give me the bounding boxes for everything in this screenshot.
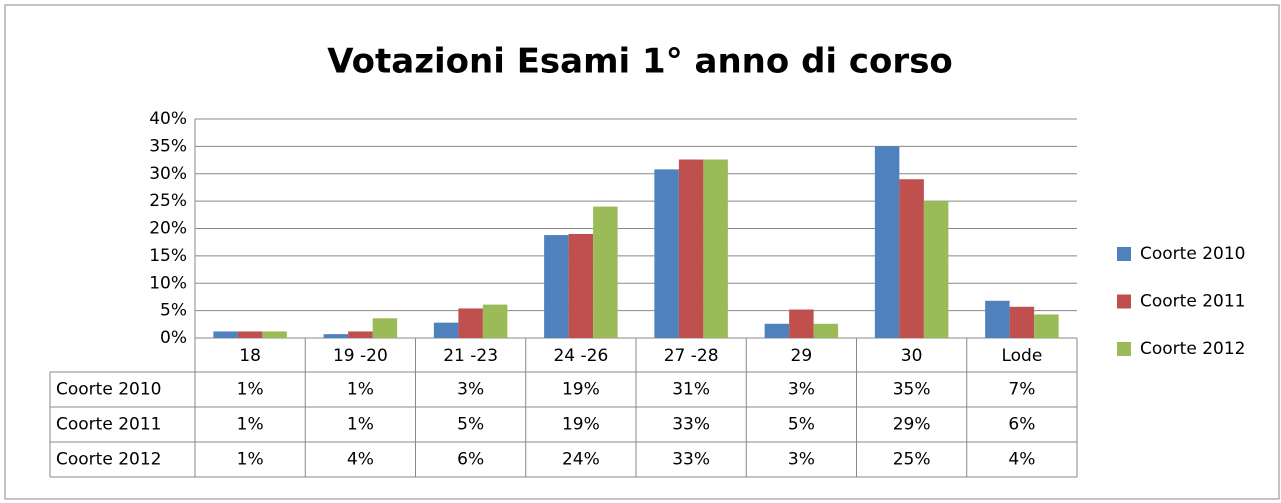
bar — [544, 235, 569, 338]
bar — [764, 323, 790, 338]
x-tick-label: 24 -26 — [553, 346, 608, 366]
bar — [593, 206, 618, 338]
table-cell: 1% — [347, 380, 374, 400]
table-cell: 1% — [237, 380, 264, 400]
table-cell: 35% — [893, 380, 931, 400]
bar — [323, 334, 349, 338]
y-tick-label: 15% — [149, 246, 187, 266]
table-cell: 31% — [672, 380, 710, 400]
y-tick-label: 10% — [149, 273, 187, 293]
table-cell: 3% — [788, 380, 815, 400]
y-tick-label: 30% — [149, 164, 187, 184]
table-cell: 19% — [562, 415, 600, 435]
legend-label: Coorte 2011 — [1140, 292, 1245, 312]
bar — [568, 233, 594, 338]
x-tick-label: 27 -28 — [664, 346, 719, 366]
table-cell: 5% — [788, 415, 815, 435]
bar — [703, 159, 728, 338]
bar — [813, 323, 839, 338]
bar — [262, 331, 287, 338]
chart-border — [4, 4, 1280, 500]
bar — [237, 331, 263, 338]
bar — [985, 300, 1010, 338]
bar — [874, 146, 900, 338]
table-cell: 5% — [457, 415, 484, 435]
table-cell: 4% — [1008, 450, 1035, 470]
table-cell: 1% — [347, 415, 374, 435]
x-tick-label: 19 -20 — [333, 346, 388, 366]
bar — [923, 201, 949, 338]
legend-label: Coorte 2010 — [1140, 244, 1245, 264]
table-cell: 3% — [788, 450, 815, 470]
table-cell: 6% — [1008, 415, 1035, 435]
table-cell: 29% — [893, 415, 931, 435]
legend-swatch — [1117, 247, 1131, 261]
table-row-header: Coorte 2010 — [56, 380, 161, 400]
x-tick-label: 30 — [901, 346, 923, 366]
table-cell: 1% — [237, 415, 264, 435]
y-tick-label: 0% — [160, 328, 187, 348]
table-cell: 24% — [562, 450, 600, 470]
bar — [482, 304, 508, 338]
x-tick-label: 18 — [239, 346, 261, 366]
bar — [654, 169, 679, 338]
table-cell: 25% — [893, 450, 931, 470]
table-row-header: Coorte 2012 — [56, 450, 161, 470]
legend-label: Coorte 2012 — [1140, 339, 1245, 359]
table-cell: 33% — [672, 415, 710, 435]
x-tick-label: Lode — [1001, 346, 1042, 366]
table-cell: 6% — [457, 450, 484, 470]
y-tick-label: 20% — [149, 219, 187, 239]
bar — [789, 309, 814, 338]
chart-title: Votazioni Esami 1° anno di corso — [327, 42, 953, 82]
y-tick-label: 40% — [149, 109, 187, 129]
table-cell: 3% — [457, 380, 484, 400]
table-cell: 19% — [562, 380, 600, 400]
legend-swatch — [1117, 294, 1131, 309]
bar — [213, 331, 238, 338]
table-row-header: Coorte 2011 — [56, 415, 161, 435]
bar — [372, 318, 398, 338]
table-cell: 33% — [672, 450, 710, 470]
y-tick-label: 25% — [149, 191, 187, 211]
table-cell: 7% — [1008, 380, 1035, 400]
bar — [678, 159, 704, 338]
table-cell: 1% — [237, 450, 264, 470]
x-tick-label: 21 -23 — [443, 346, 498, 366]
bar — [348, 331, 373, 338]
y-tick-label: 35% — [149, 136, 187, 156]
bar — [433, 322, 459, 338]
x-tick-label: 29 — [791, 346, 813, 366]
bar — [1034, 314, 1059, 338]
table-cell: 4% — [347, 450, 374, 470]
bar — [1009, 306, 1035, 338]
legend-swatch — [1117, 342, 1131, 356]
bar — [899, 179, 924, 338]
bar — [458, 308, 483, 338]
y-tick-label: 5% — [160, 301, 187, 321]
